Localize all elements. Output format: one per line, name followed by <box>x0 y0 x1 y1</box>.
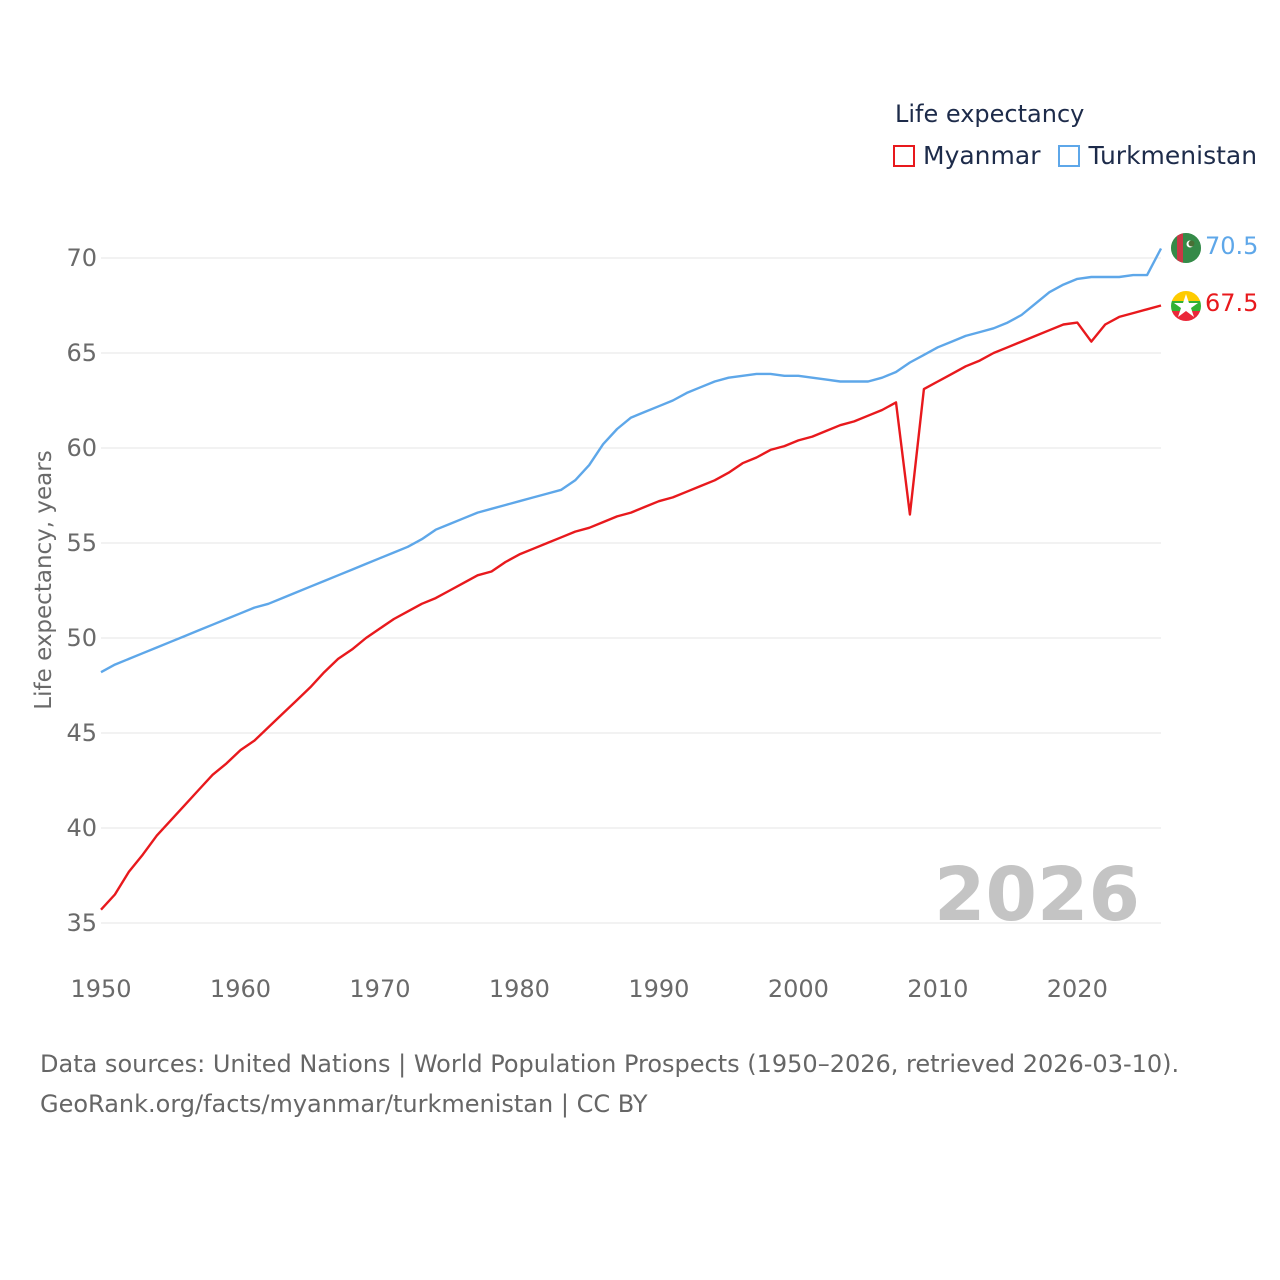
x-tick-label: 2000 <box>768 975 829 1003</box>
legend-item-turkmenistan[interactable]: Turkmenistan <box>1058 141 1257 170</box>
legend-label-myanmar: Myanmar <box>923 141 1041 170</box>
legend-title: Life expectancy <box>895 100 1085 128</box>
x-tick-label: 1970 <box>349 975 410 1003</box>
y-tick-label: 50 <box>66 624 97 652</box>
legend-swatch-myanmar <box>893 144 915 167</box>
x-tick-label: 1960 <box>210 975 271 1003</box>
legend-swatch-turkmenistan <box>1058 144 1081 167</box>
legend: Myanmar Turkmenistan <box>893 141 1275 170</box>
x-tick-label: 1980 <box>489 975 550 1003</box>
end-value-label-turkmenistan: 70.5 <box>1205 232 1258 260</box>
line-chart: 35 40 45 50 55 60 65 70 1950 1960 1970 1980 1990 200… <box>31 232 1258 1003</box>
series-line-turkmenistan[interactable] <box>100 247 1163 674</box>
myanmar-flag-icon <box>1171 291 1201 321</box>
x-tick-label: 2010 <box>907 975 968 1003</box>
y-tick-label: 55 <box>66 529 97 557</box>
y-axis-label: Life expectancy, years <box>31 450 57 709</box>
series-line-myanmar[interactable] <box>100 304 1162 911</box>
legend-item-myanmar[interactable]: Myanmar <box>893 141 1040 170</box>
x-tick-label: 1990 <box>628 975 689 1003</box>
y-tick-label: 70 <box>66 244 97 272</box>
y-tick-label: 40 <box>66 814 97 842</box>
x-tick-label: 2020 <box>1047 975 1108 1003</box>
y-tick-label: 45 <box>66 719 97 747</box>
year-watermark: 2026 <box>934 852 1140 938</box>
source-note: Data sources: United Nations | World Pop… <box>40 1044 1179 1124</box>
y-tick-label: 35 <box>66 909 97 937</box>
source-line-2[interactable]: GeoRank.org/facts/myanmar/turkmenistan |… <box>40 1090 648 1118</box>
turkmenistan-flag-icon <box>1171 233 1201 263</box>
legend-label-turkmenistan: Turkmenistan <box>1088 141 1258 170</box>
source-line-1: Data sources: United Nations | World Pop… <box>40 1050 1180 1078</box>
y-tick-label: 60 <box>66 434 97 462</box>
end-value-label-myanmar: 67.5 <box>1205 289 1258 317</box>
y-tick-label: 65 <box>66 339 97 367</box>
x-tick-label: 1950 <box>70 975 131 1003</box>
